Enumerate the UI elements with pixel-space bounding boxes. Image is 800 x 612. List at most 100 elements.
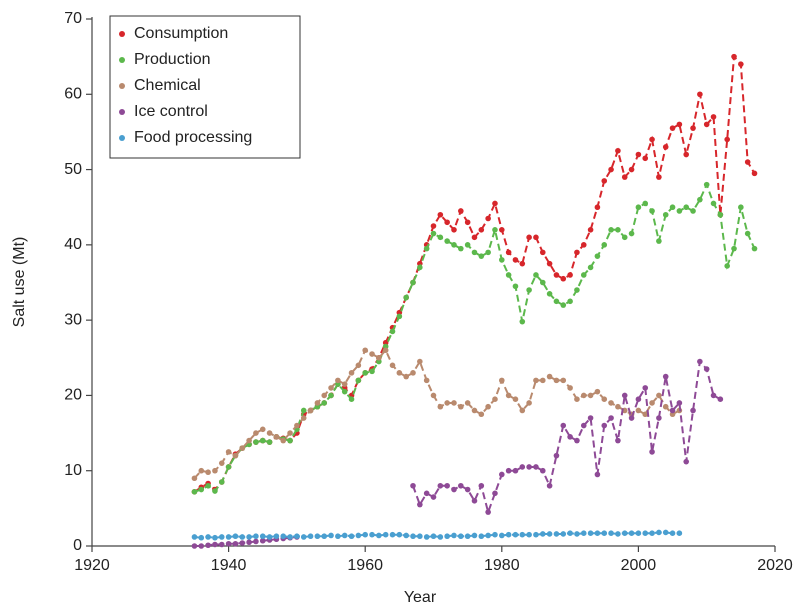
data-point: [376, 354, 382, 361]
data-point: [389, 531, 396, 538]
data-point: [546, 373, 553, 380]
data-point: [615, 147, 621, 154]
legend-box: [109, 15, 301, 159]
data-point: [417, 264, 423, 271]
data-point: [512, 283, 519, 290]
data-point: [321, 392, 328, 399]
data-point: [464, 242, 471, 248]
data-point: [560, 302, 567, 308]
data-point: [362, 531, 369, 538]
data-point: [355, 362, 362, 369]
data-point: [683, 458, 690, 465]
data-point: [478, 227, 485, 233]
data-point: [423, 245, 430, 252]
legend-marker: [119, 109, 125, 115]
data-point: [628, 166, 635, 173]
data-point: [499, 227, 505, 233]
data-point: [198, 467, 205, 474]
data-point: [348, 370, 355, 376]
data-point: [341, 381, 348, 387]
data-point: [731, 245, 737, 252]
x-tick-label: 1960: [347, 557, 383, 574]
data-point: [471, 498, 478, 504]
data-point: [485, 532, 491, 539]
data-point: [662, 529, 669, 536]
data-point: [212, 534, 218, 541]
data-point: [417, 358, 423, 365]
data-point: [724, 263, 730, 269]
data-point: [608, 415, 614, 421]
data-point: [471, 234, 478, 241]
data-point: [464, 486, 471, 493]
series: [191, 347, 683, 482]
data-point: [259, 437, 266, 444]
data-point: [601, 530, 608, 537]
data-point: [608, 166, 614, 173]
data-point: [526, 464, 532, 470]
data-point: [410, 482, 416, 489]
data-point: [294, 533, 300, 540]
data-point: [635, 396, 642, 402]
data-point: [458, 403, 464, 410]
data-point: [191, 488, 198, 495]
data-point: [232, 533, 239, 540]
data-point: [580, 530, 587, 537]
data-point: [492, 490, 498, 497]
data-point: [212, 488, 218, 494]
data-point: [512, 467, 519, 474]
data-point: [307, 533, 314, 540]
data-point: [499, 471, 505, 478]
y-tick-label: 20: [64, 387, 82, 404]
data-point: [601, 178, 608, 184]
data-point: [300, 407, 307, 414]
x-tick-label: 1920: [74, 557, 110, 574]
data-point: [580, 392, 587, 399]
data-point: [594, 253, 601, 259]
data-point: [444, 400, 450, 406]
data-point: [567, 385, 573, 391]
data-point: [437, 211, 444, 218]
data-point: [382, 531, 389, 538]
data-point: [458, 482, 464, 489]
trend-line: [194, 181, 756, 493]
data-point: [526, 400, 532, 406]
x-axis-label: Year: [404, 589, 437, 606]
data-point: [560, 275, 567, 282]
data-point: [587, 264, 594, 271]
data-point: [669, 125, 676, 131]
data-point: [314, 400, 321, 406]
data-point: [526, 531, 532, 538]
data-point: [656, 529, 662, 536]
data-point: [505, 531, 512, 538]
data-point: [539, 249, 546, 256]
data-point: [341, 532, 348, 539]
data-point: [478, 482, 485, 489]
data-point: [417, 533, 423, 540]
legend-label: Production: [134, 51, 211, 68]
data-point: [567, 298, 573, 305]
data-point: [205, 542, 211, 549]
legend-label: Ice control: [134, 103, 208, 120]
y-tick-label: 70: [64, 10, 82, 27]
data-point: [635, 151, 642, 158]
data-point: [649, 208, 655, 214]
data-point: [266, 439, 273, 445]
data-point: [294, 422, 300, 429]
data-point: [621, 174, 628, 180]
data-point: [335, 377, 341, 384]
data-point: [444, 219, 450, 226]
data-point: [410, 370, 416, 376]
data-point: [512, 531, 519, 538]
data-point: [546, 531, 553, 537]
data-point: [287, 430, 293, 436]
data-point: [273, 434, 280, 440]
data-point: [225, 464, 232, 470]
y-axis-label: Salt use (Mt): [11, 237, 28, 328]
data-point: [628, 530, 635, 537]
data-point: [553, 298, 560, 305]
data-point: [656, 238, 662, 244]
data-point: [669, 204, 676, 211]
y-tick-label: 60: [64, 86, 82, 103]
data-point: [369, 351, 375, 357]
